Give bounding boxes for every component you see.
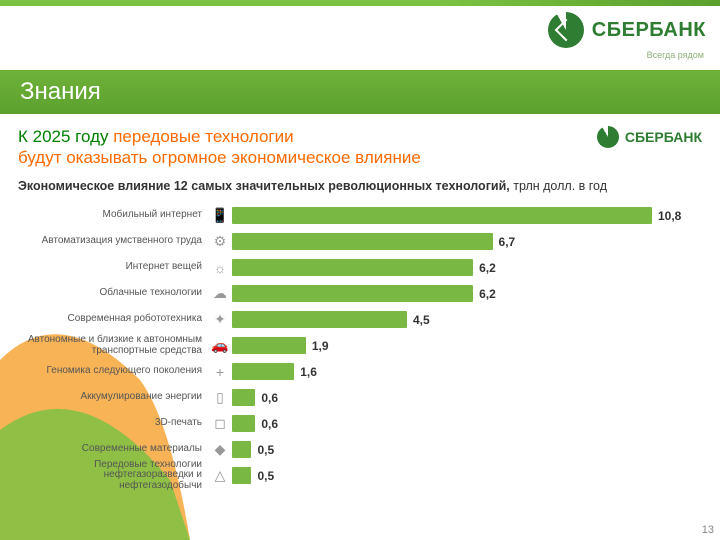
- bar-value: 10,8: [658, 209, 681, 223]
- bar-value: 1,9: [312, 339, 329, 353]
- chart-row: Передовые технологии нефтегазоразведки и…: [18, 463, 702, 489]
- bar: [232, 285, 473, 302]
- bar-track: 6,7: [232, 233, 702, 250]
- row-icon: ◆: [208, 441, 232, 458]
- chart-caption: Экономическое влияние 12 самых значитель…: [18, 179, 702, 193]
- chart-row: Аккумулирование энергии▯ 0,6: [18, 385, 702, 411]
- bar-track: 4,5: [232, 311, 702, 328]
- bar-value: 6,7: [499, 235, 516, 249]
- bar-value: 6,2: [479, 287, 496, 301]
- subtitle-line1-rest: передовые технологии: [109, 127, 294, 146]
- bar-value: 1,6: [300, 365, 317, 379]
- bar: [232, 467, 251, 484]
- chart-row: Современная робототехника✦ 4,5: [18, 307, 702, 333]
- bar: [232, 363, 294, 380]
- chart-row: Геномика следующего поколения+1,6: [18, 359, 702, 385]
- chart-row: Автономные и близкие к автономным трансп…: [18, 333, 702, 359]
- row-label: Интернет вещей: [18, 262, 208, 273]
- chart-row: Облачные технологии☁ 6,2: [18, 281, 702, 307]
- small-brand: СБЕРБАНК: [597, 126, 702, 148]
- row-icon: △: [208, 467, 232, 484]
- bar-chart: Мобильный интернет📱 10,8 Автоматизация умс…: [18, 203, 702, 489]
- subtitle-lead: К 2025 году: [18, 127, 109, 146]
- row-label: Автоматизация умственного труда: [18, 236, 208, 247]
- row-label: Мобильный интернет: [18, 210, 208, 221]
- bar-track: 6,2: [232, 259, 702, 276]
- bar-track: 0,6: [232, 415, 702, 432]
- chart-row: 3D-печать◻ 0,6: [18, 411, 702, 437]
- row-icon: ⚙: [208, 233, 232, 250]
- subtitle: К 2025 году передовые технологии будут о…: [18, 126, 421, 169]
- chart-row: Автоматизация умственного труда⚙ 6,7: [18, 229, 702, 255]
- bar-value: 0,5: [257, 469, 274, 483]
- bar: [232, 415, 255, 432]
- title-band: Знания: [0, 70, 720, 114]
- row-icon: ✦: [208, 311, 232, 328]
- bar-value: 4,5: [413, 313, 430, 327]
- bar-value: 0,6: [261, 391, 278, 405]
- bar-value: 0,5: [257, 443, 274, 457]
- bar: [232, 441, 251, 458]
- row-label: Современные материалы: [18, 444, 208, 455]
- header: СБЕРБАНК Всегда рядом: [0, 6, 720, 70]
- bar-value: 0,6: [261, 417, 278, 431]
- brand-tagline: Всегда рядом: [647, 50, 704, 60]
- subtitle-line2: будут оказывать огромное экономическое в…: [18, 148, 421, 167]
- bar-value: 6,2: [479, 261, 496, 275]
- bar-track: 10,8: [232, 207, 702, 224]
- row-icon: ◻: [208, 415, 232, 432]
- chart-caption-bold: Экономическое влияние 12 самых значитель…: [18, 179, 510, 193]
- bar-track: 0,5: [232, 441, 702, 458]
- chart-row: Интернет вещей☼ 6,2: [18, 255, 702, 281]
- bar: [232, 389, 255, 406]
- bar-track: 0,6: [232, 389, 702, 406]
- slide-title: Знания: [20, 78, 101, 106]
- row-icon: 🚗: [208, 337, 232, 354]
- row-label: Передовые технологии нефтегазоразведки и…: [18, 460, 208, 492]
- brand-block: СБЕРБАНК: [548, 12, 706, 48]
- bar-track: 1,9: [232, 337, 702, 354]
- small-brand-name: СБЕРБАНК: [625, 129, 702, 145]
- bar-track: 1,6: [232, 363, 702, 380]
- row-icon: ☁: [208, 285, 232, 302]
- row-label: Геномика следующего поколения: [18, 366, 208, 377]
- subtitle-row: К 2025 году передовые технологии будут о…: [18, 126, 702, 169]
- row-icon: 📱: [208, 207, 232, 224]
- brand-name: СБЕРБАНК: [592, 19, 706, 42]
- page-number: 13: [702, 524, 714, 536]
- row-label: Современная робототехника: [18, 314, 208, 325]
- bar-track: 0,5: [232, 467, 702, 484]
- bar: [232, 311, 407, 328]
- content: К 2025 году передовые технологии будут о…: [0, 114, 720, 489]
- row-icon: ▯: [208, 389, 232, 406]
- chart-caption-rest: трлн долл. в год: [510, 179, 607, 193]
- row-label: Облачные технологии: [18, 288, 208, 299]
- chart-row: Мобильный интернет📱 10,8: [18, 203, 702, 229]
- bar: [232, 233, 493, 250]
- row-label: Аккумулирование энергии: [18, 392, 208, 403]
- brand-logo-icon: [548, 12, 584, 48]
- small-brand-logo-icon: [597, 126, 619, 148]
- bar: [232, 337, 306, 354]
- row-icon: ☼: [208, 260, 232, 276]
- bar: [232, 259, 473, 276]
- row-label: Автономные и близкие к автономным трансп…: [18, 335, 208, 356]
- bar-track: 6,2: [232, 285, 702, 302]
- bar: [232, 207, 652, 224]
- row-label: 3D-печать: [18, 418, 208, 429]
- row-icon: +: [208, 364, 232, 380]
